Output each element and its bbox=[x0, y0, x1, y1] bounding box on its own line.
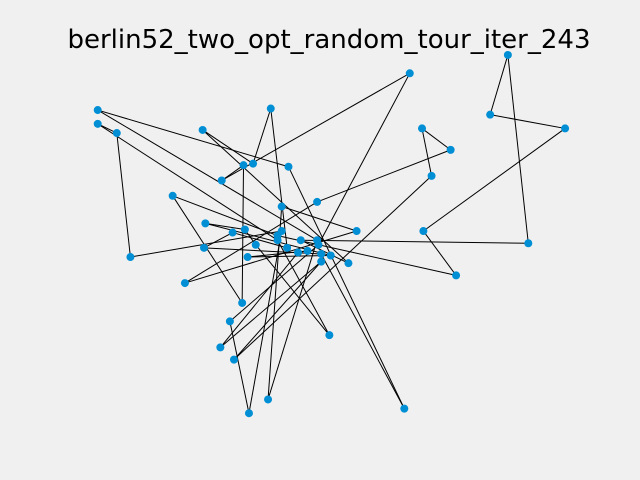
tour-edge bbox=[281, 206, 357, 232]
city-point bbox=[296, 236, 305, 245]
city-point bbox=[112, 129, 121, 138]
city-point bbox=[198, 125, 207, 134]
city-point bbox=[225, 317, 234, 326]
tour-edge bbox=[172, 195, 278, 237]
tour-edge bbox=[421, 128, 451, 151]
city-point bbox=[93, 106, 102, 115]
tour-edge bbox=[490, 114, 566, 129]
tour-edge bbox=[423, 128, 566, 232]
city-point bbox=[244, 409, 253, 418]
city-point bbox=[126, 253, 135, 262]
city-points bbox=[93, 50, 570, 418]
city-point bbox=[238, 298, 247, 307]
city-point bbox=[277, 202, 286, 211]
city-point bbox=[326, 251, 335, 260]
city-point bbox=[273, 236, 282, 245]
city-point bbox=[317, 257, 326, 266]
tour-edge bbox=[219, 252, 299, 348]
city-point bbox=[249, 159, 258, 168]
tour-edge bbox=[507, 54, 529, 244]
city-point bbox=[294, 248, 303, 257]
city-point bbox=[217, 176, 226, 185]
city-point bbox=[200, 243, 208, 252]
tour-edge bbox=[202, 129, 254, 165]
tour-edge bbox=[229, 321, 250, 414]
tour-edges bbox=[97, 54, 566, 414]
tour-edge bbox=[233, 175, 432, 360]
tour-edge bbox=[489, 54, 509, 115]
tour-edge bbox=[229, 244, 319, 322]
tour-edge bbox=[116, 132, 131, 258]
city-point bbox=[303, 246, 312, 255]
chart-title: berlin52_two_opt_random_tour_iter_243 bbox=[67, 25, 590, 55]
tour-edge bbox=[233, 261, 322, 360]
city-point bbox=[240, 225, 249, 234]
city-point bbox=[313, 236, 322, 245]
city-point bbox=[418, 124, 427, 133]
city-point bbox=[446, 145, 455, 154]
city-point bbox=[427, 171, 436, 180]
city-point bbox=[317, 249, 326, 258]
city-point bbox=[229, 355, 238, 364]
tour-edge bbox=[205, 222, 331, 256]
tour-edge bbox=[220, 261, 322, 348]
tour-edge bbox=[320, 253, 405, 409]
tour-edge bbox=[267, 240, 318, 400]
city-point bbox=[284, 162, 293, 171]
city-point bbox=[524, 239, 533, 248]
city-point bbox=[228, 228, 237, 237]
tour-edge bbox=[247, 255, 331, 258]
city-point bbox=[93, 119, 102, 128]
city-point bbox=[313, 197, 322, 206]
city-point bbox=[352, 227, 361, 236]
city-point bbox=[325, 331, 334, 340]
city-point bbox=[400, 404, 409, 413]
tour-edge bbox=[255, 244, 330, 336]
tour-edge bbox=[318, 73, 411, 246]
tour-edge bbox=[184, 201, 318, 284]
city-point bbox=[452, 271, 461, 280]
city-point bbox=[216, 343, 225, 352]
tour-edge bbox=[252, 108, 272, 164]
tour-edge bbox=[203, 232, 233, 249]
tour-edge bbox=[248, 230, 283, 414]
tour-edge bbox=[130, 230, 282, 258]
tour-edge bbox=[205, 222, 245, 230]
city-point bbox=[503, 50, 512, 59]
city-point bbox=[486, 110, 495, 119]
tour-edge bbox=[97, 109, 289, 168]
tour-edge bbox=[300, 239, 349, 264]
city-point bbox=[264, 395, 273, 404]
city-point bbox=[180, 279, 189, 288]
tour-edge bbox=[232, 232, 288, 249]
tour-edge bbox=[241, 165, 245, 303]
tour-edge bbox=[288, 166, 405, 409]
tour-edge bbox=[277, 235, 457, 276]
city-point bbox=[251, 240, 260, 249]
city-point bbox=[239, 161, 248, 170]
tour-edge bbox=[421, 128, 433, 176]
tour-edge bbox=[270, 108, 288, 248]
tour-edge bbox=[422, 230, 457, 276]
city-point bbox=[201, 219, 210, 228]
city-point bbox=[283, 243, 292, 252]
city-point bbox=[405, 69, 414, 78]
tour-edge bbox=[221, 164, 244, 181]
city-point bbox=[344, 259, 353, 268]
tour-edge bbox=[97, 123, 278, 241]
tour-edge bbox=[300, 239, 529, 244]
city-point bbox=[168, 191, 177, 200]
city-point bbox=[561, 124, 570, 133]
city-point bbox=[266, 104, 275, 113]
city-point bbox=[243, 253, 252, 262]
city-point bbox=[419, 227, 428, 236]
